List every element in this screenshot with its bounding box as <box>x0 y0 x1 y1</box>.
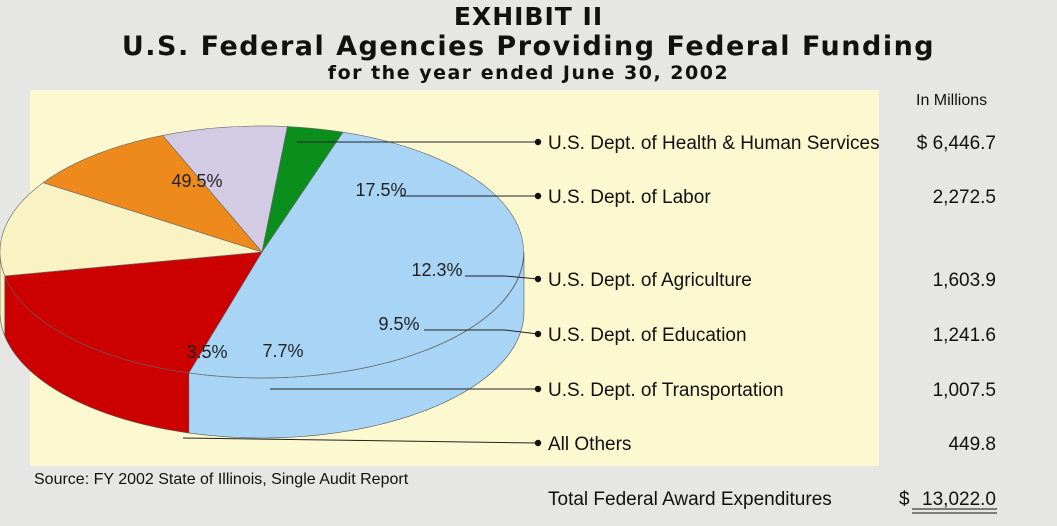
data-value-1: 2,272.5 <box>933 187 996 208</box>
leader-bullet-2 <box>534 275 542 283</box>
percent-label-0: 49.5% <box>171 171 222 191</box>
leader-bullet-5 <box>534 439 542 447</box>
legend-label-4: U.S. Dept. of Transportation <box>548 380 784 401</box>
units-label: In Millions <box>916 92 988 109</box>
legend-label-2: U.S. Dept. of Agriculture <box>548 270 752 291</box>
percent-label-5: 3.5% <box>186 342 227 362</box>
exhibit-label: EXHIBIT II <box>453 2 604 31</box>
legend-label-1: U.S. Dept. of Labor <box>548 187 711 208</box>
percent-label-1: 17.5% <box>355 180 406 200</box>
total-currency-symbol: $ <box>899 489 910 510</box>
data-value-0: $ 6,446.7 <box>917 133 996 154</box>
source-note: Source: FY 2002 State of Illinois, Singl… <box>34 471 409 488</box>
pie-slice-1 <box>4 251 263 374</box>
leader-line-2 <box>465 275 539 280</box>
data-value-5: 449.8 <box>948 434 996 455</box>
pie-slice-4 <box>162 125 288 253</box>
total-value: 13,022.0 <box>922 489 996 510</box>
pie-slice-0 <box>188 131 524 379</box>
pie-slice-3 <box>42 135 263 253</box>
leader-bullet-1 <box>534 192 542 200</box>
leader-bullet-0 <box>534 138 542 146</box>
data-value-2: 1,603.9 <box>933 270 996 291</box>
data-value-3: 1,241.6 <box>933 325 996 346</box>
legend-label-3: U.S. Dept. of Education <box>548 325 747 346</box>
leader-line-3 <box>424 329 539 335</box>
pie-slice-5 <box>261 126 344 253</box>
leader-bullet-4 <box>534 385 542 393</box>
leader-bullet-3 <box>534 330 542 338</box>
total-label: Total Federal Award Expenditures <box>548 489 832 510</box>
percent-label-4: 7.7% <box>262 341 303 361</box>
pie-top <box>0 125 524 379</box>
chart-title: U.S. Federal Agencies Providing Federal … <box>121 31 936 62</box>
chart-subtitle: for the year ended June 30, 2002 <box>327 62 730 84</box>
legend-label-5: All Others <box>548 434 631 455</box>
legend-label-0: U.S. Dept. of Health & Human Services <box>548 133 880 154</box>
percent-label-2: 12.3% <box>411 260 462 280</box>
pie-slice-2 <box>0 182 263 277</box>
data-value-4: 1,007.5 <box>933 380 996 401</box>
percent-label-3: 9.5% <box>378 314 419 334</box>
leader-line-5 <box>182 437 539 444</box>
